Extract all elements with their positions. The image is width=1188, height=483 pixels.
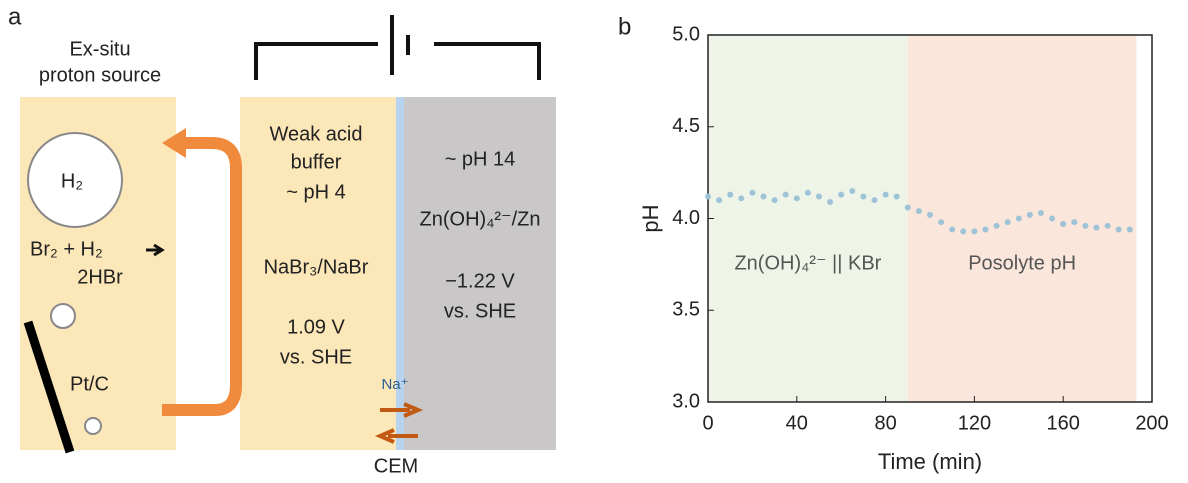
point	[761, 193, 767, 199]
point	[1071, 219, 1077, 225]
point	[772, 197, 778, 203]
region-label: Posolyte pH	[968, 253, 1076, 275]
text: buffer	[291, 151, 342, 173]
text: ~ pH 4	[286, 181, 345, 203]
point	[883, 192, 889, 198]
point	[827, 199, 833, 205]
circuit	[256, 15, 539, 80]
point	[960, 228, 966, 234]
point	[716, 197, 722, 203]
bubble	[51, 304, 75, 328]
point	[849, 188, 855, 194]
point	[872, 197, 878, 203]
point	[838, 192, 844, 198]
point	[1060, 221, 1066, 227]
panel-label: b	[618, 13, 631, 40]
point	[1016, 216, 1022, 222]
region	[908, 35, 1137, 402]
x-axis-label: Time (min)	[878, 449, 982, 474]
point	[1005, 219, 1011, 225]
point	[1105, 223, 1111, 229]
figure: a Ex-situ proton source H₂ Br₂ + H₂ 2HBr…	[0, 0, 1188, 478]
region-label: Zn(OH)₄²⁻ || KBr	[734, 253, 881, 275]
point	[816, 193, 822, 199]
point	[949, 227, 955, 233]
text: Pt/C	[70, 373, 109, 395]
y-axis-label: pH	[638, 204, 663, 232]
text: Na⁺	[381, 376, 408, 393]
point	[894, 193, 900, 199]
point	[983, 227, 989, 233]
point	[927, 212, 933, 218]
point	[749, 190, 755, 196]
text: Zn(OH)₄²⁻/Zn	[420, 208, 541, 230]
point	[738, 195, 744, 201]
point	[1094, 225, 1100, 231]
x-tick-label: 200	[1135, 412, 1168, 434]
point	[1027, 212, 1033, 218]
x-tick-label: 160	[1047, 412, 1080, 434]
point	[705, 193, 711, 199]
x-tick-label: 0	[702, 412, 713, 434]
text: vs. SHE	[280, 346, 352, 368]
text: Br₂ + H₂	[30, 238, 103, 260]
point	[1082, 223, 1088, 229]
text: −1.22 V	[445, 270, 515, 292]
text: H₂	[61, 170, 83, 192]
text: 2HBr	[77, 266, 123, 288]
text: CEM	[374, 455, 418, 477]
point	[971, 228, 977, 234]
y-tick-label: 5.0	[672, 23, 700, 45]
point	[727, 192, 733, 198]
y-tick-label: 4.5	[672, 115, 700, 137]
point	[1116, 227, 1122, 233]
bubble	[85, 418, 101, 434]
plot: Zn(OH)₄²⁻ || KBr Posolyte pH 0 40 80 120 160 20…	[638, 23, 1169, 474]
region	[708, 35, 908, 402]
text: vs. SHE	[444, 300, 516, 322]
text: Ex-situ	[69, 38, 130, 60]
point	[916, 208, 922, 214]
text: proton source	[39, 64, 161, 86]
point	[1127, 227, 1133, 233]
y-tick-label: 3.0	[672, 390, 700, 412]
y-tick-label: 4.0	[672, 207, 700, 229]
text: 1.09 V	[287, 316, 345, 338]
y-tick-label: 3.5	[672, 299, 700, 321]
point	[994, 223, 1000, 229]
point	[1038, 210, 1044, 216]
point	[1049, 216, 1055, 222]
panel-label: a	[8, 3, 22, 30]
point	[783, 192, 789, 198]
text: NaBr₃/NaBr	[264, 256, 369, 278]
point	[938, 219, 944, 225]
point	[905, 204, 911, 210]
x-tick-label: 120	[958, 412, 991, 434]
membrane	[396, 97, 404, 450]
text: ~ pH 14	[445, 148, 516, 170]
point	[794, 195, 800, 201]
point	[805, 190, 811, 196]
x-tick-label: 80	[874, 412, 896, 434]
x-tick-label: 40	[786, 412, 808, 434]
text: Weak acid	[269, 123, 362, 145]
point	[860, 193, 866, 199]
